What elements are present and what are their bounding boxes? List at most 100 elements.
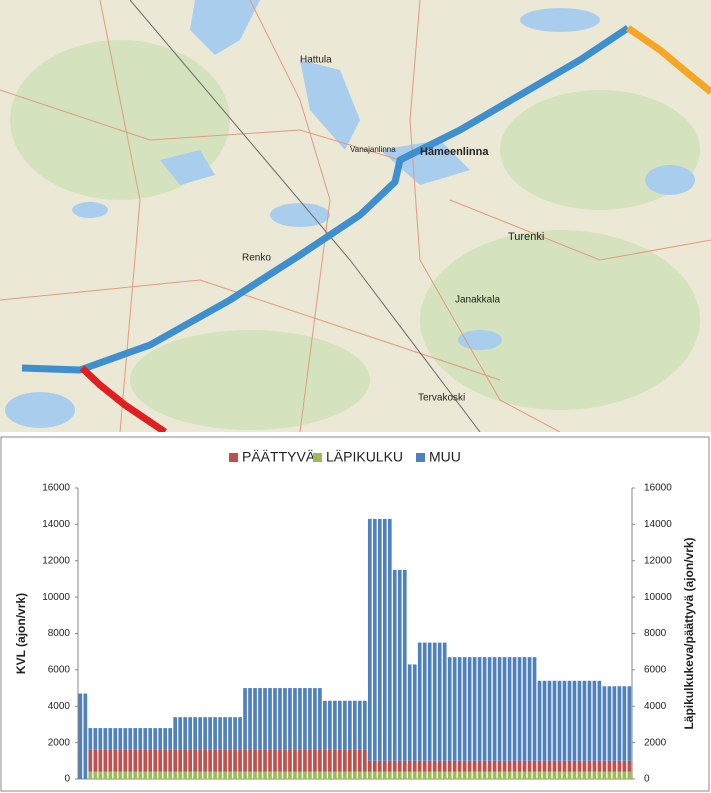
bar — [517, 760, 522, 772]
bar — [258, 688, 262, 750]
bar — [512, 657, 517, 761]
bar — [138, 771, 143, 779]
bar — [183, 717, 188, 750]
bar — [238, 771, 242, 779]
bar — [382, 518, 387, 761]
bar — [362, 771, 367, 779]
y2-tick-label: 0 — [644, 774, 650, 785]
border — [129, 0, 481, 432]
bar — [492, 657, 497, 761]
bar — [587, 771, 592, 779]
bar — [597, 760, 602, 772]
bar — [397, 760, 402, 772]
bar — [572, 771, 577, 779]
bar — [183, 771, 188, 779]
bar — [343, 771, 347, 779]
bar — [492, 771, 497, 779]
bar — [517, 771, 522, 779]
bar — [582, 680, 587, 761]
bar — [457, 760, 462, 772]
bar — [143, 749, 148, 772]
bar — [163, 749, 168, 772]
bar — [487, 771, 492, 779]
bar — [328, 771, 332, 779]
legend-swatch — [229, 453, 238, 462]
y-axis-title: KVL (ajon/vrk) — [14, 593, 28, 674]
map-labels: Hattula Hämeenlinna Turenki Renko Tervak… — [242, 55, 544, 404]
bar — [173, 717, 178, 750]
bar — [213, 749, 217, 772]
bar — [467, 657, 472, 761]
roads — [0, 0, 711, 432]
bar — [193, 749, 197, 772]
bar — [273, 749, 277, 772]
bar — [333, 771, 337, 779]
bar — [158, 749, 163, 772]
bar — [377, 760, 382, 772]
bar — [188, 749, 192, 772]
bar — [208, 771, 212, 779]
bar — [303, 771, 307, 779]
y-tick-label: 12000 — [42, 555, 70, 566]
bar — [482, 771, 487, 779]
place-label: Vanajanlinna — [350, 145, 396, 154]
bar — [268, 688, 272, 750]
bar — [397, 771, 402, 779]
bar — [557, 760, 562, 772]
bar — [537, 680, 542, 761]
y2-tick-label: 12000 — [644, 555, 672, 566]
bar — [437, 771, 442, 779]
bar — [163, 728, 168, 750]
bar — [357, 700, 362, 750]
bar — [362, 700, 367, 750]
bar — [278, 688, 282, 750]
bar — [372, 760, 377, 772]
bar — [392, 760, 397, 772]
bar — [323, 771, 327, 779]
bar — [447, 760, 452, 772]
bar — [178, 771, 183, 779]
bar — [93, 771, 98, 779]
bar — [338, 749, 342, 772]
bar — [467, 771, 472, 779]
bar — [607, 760, 612, 772]
bar — [88, 771, 93, 779]
bar — [118, 771, 123, 779]
bar — [353, 700, 357, 750]
bar — [173, 771, 178, 779]
bar — [153, 749, 158, 772]
bar — [288, 688, 292, 750]
y-tick-label: 10000 — [42, 592, 70, 603]
y2-tick-label: 10000 — [644, 592, 672, 603]
bar — [353, 749, 357, 772]
bar — [228, 749, 232, 772]
place-label: Janakkala — [455, 295, 500, 306]
bar — [263, 771, 267, 779]
bar — [328, 700, 332, 750]
bar — [208, 749, 212, 772]
bar — [243, 771, 247, 779]
bar — [283, 771, 287, 779]
bar — [223, 749, 227, 772]
bar — [83, 693, 88, 779]
bar — [148, 728, 153, 750]
bar — [273, 771, 277, 779]
bar — [602, 771, 607, 779]
bar — [213, 717, 217, 750]
bar — [522, 657, 527, 761]
y2-tick-label: 2000 — [644, 737, 667, 748]
bar — [288, 749, 292, 772]
bar — [148, 771, 153, 779]
bar — [402, 569, 407, 761]
place-label: Renko — [242, 253, 271, 264]
bar — [612, 760, 617, 772]
bar — [158, 771, 163, 779]
bar — [357, 749, 362, 772]
bar — [348, 700, 352, 750]
bar — [497, 657, 502, 761]
bar — [622, 686, 627, 761]
bar — [168, 771, 173, 779]
bar — [153, 728, 158, 750]
bar — [622, 760, 627, 772]
bar — [567, 760, 572, 772]
